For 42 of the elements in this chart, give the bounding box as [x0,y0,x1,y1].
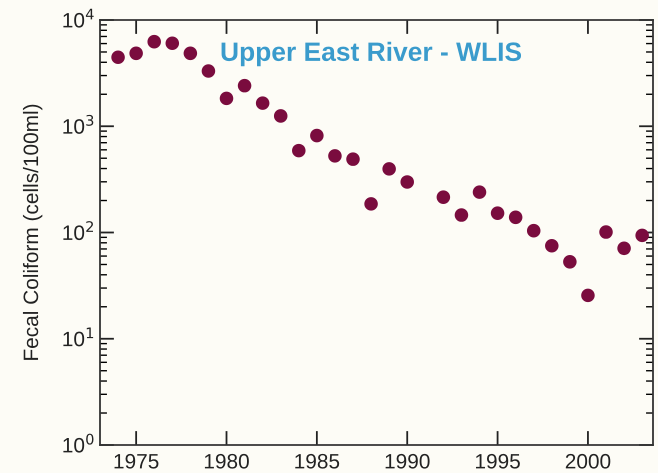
point [563,255,577,269]
y-tick-label: 10$^{4}$ [63,8,94,28]
x-tick-label: 1975 [114,454,158,469]
point [364,197,378,211]
point [310,128,324,142]
point [202,64,216,78]
point [166,36,180,50]
point [292,144,306,158]
point [526,224,540,238]
point [472,185,486,199]
y-axis-title: Fecal Coliform (cells/100ml) [22,104,42,360]
point [599,225,613,239]
point [508,210,522,224]
point [617,242,631,256]
y-tick-label: 10$^{0}$ [63,434,94,453]
point [346,152,360,166]
text: Upper East River - WLIS [222,42,522,66]
point [328,149,342,163]
point [111,50,125,64]
point [256,96,270,110]
x-tick-label: 1995 [476,454,520,469]
point [184,46,198,60]
point [400,175,414,189]
point [147,34,161,48]
y-tick-label: 10$^{2}$ [63,221,93,240]
point [635,228,649,242]
point [545,239,559,253]
point [581,288,595,302]
x-tick-label: 1990 [386,454,430,469]
x-tick-label: 1980 [204,454,249,469]
point [220,92,234,106]
x-tick-label: 2000 [566,454,610,469]
x-tick-label: 1985 [295,454,340,469]
point [490,206,504,220]
point [454,208,468,222]
y-tick-label: 10$^{1}$ [63,328,94,346]
point [274,109,288,123]
y-tick-label: 10$^{3}$ [63,114,94,134]
point [382,162,396,176]
point [238,78,252,92]
point [129,46,143,60]
point [436,190,450,204]
